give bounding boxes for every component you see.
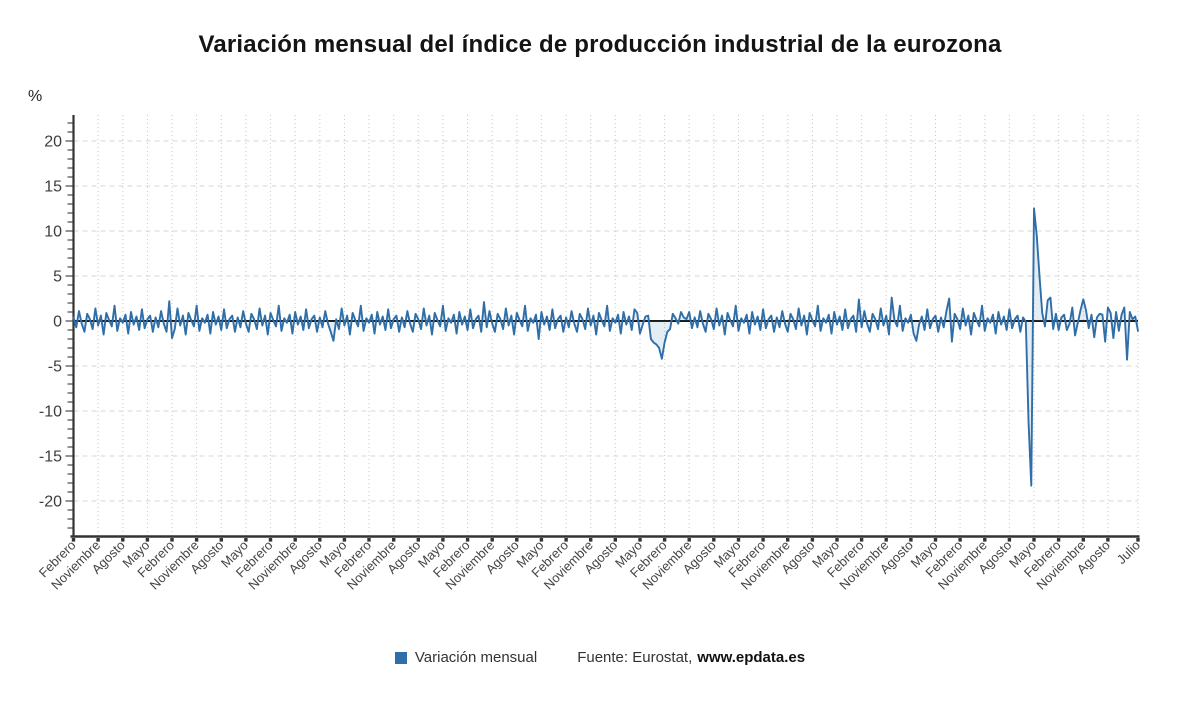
svg-text:5: 5: [53, 269, 62, 286]
svg-text:-15: -15: [39, 449, 62, 466]
y-axis-labels: 20 15 10 5 0 -5 -10 -15 -20: [39, 134, 62, 511]
legend-label: Variación mensual: [414, 649, 538, 666]
svg-text:-5: -5: [48, 359, 62, 376]
legend-item-variacion-mensual[interactable]: Variación mensual: [394, 649, 538, 666]
axis-spines: [70, 115, 1140, 538]
y-axis-ticks: [65, 122, 73, 529]
y-axis-unit-label: %: [28, 88, 42, 105]
svg-text:-10: -10: [39, 404, 62, 421]
svg-text:-20: -20: [39, 494, 62, 511]
source-prefix: Fuente: Eurostat,: [577, 649, 693, 666]
legend-swatch-icon: [394, 651, 407, 664]
source-line: Fuente: Eurostat, www.epdata.es: [577, 649, 805, 666]
source-site-link[interactable]: www.epdata.es: [697, 649, 806, 666]
horizontal-gridlines: [73, 140, 1138, 502]
chart-title: Variación mensual del índice de producci…: [198, 31, 1002, 58]
svg-text:Julio: Julio: [1114, 538, 1144, 568]
svg-text:%: %: [28, 88, 42, 105]
svg-text:15: 15: [44, 179, 62, 196]
series-area: [73, 208, 1138, 486]
x-axis-ticks: [71, 538, 1140, 542]
svg-text:10: 10: [44, 224, 62, 241]
svg-text:20: 20: [44, 134, 62, 151]
x-axis-labels: FebreroNoviembreAgostoMayoFebreroNoviemb…: [36, 538, 1143, 593]
chart-footer: Variación mensual Fuente: Eurostat, www.e…: [0, 649, 1200, 666]
series-line[interactable]: [72, 207, 1139, 487]
svg-text:0: 0: [53, 314, 62, 331]
